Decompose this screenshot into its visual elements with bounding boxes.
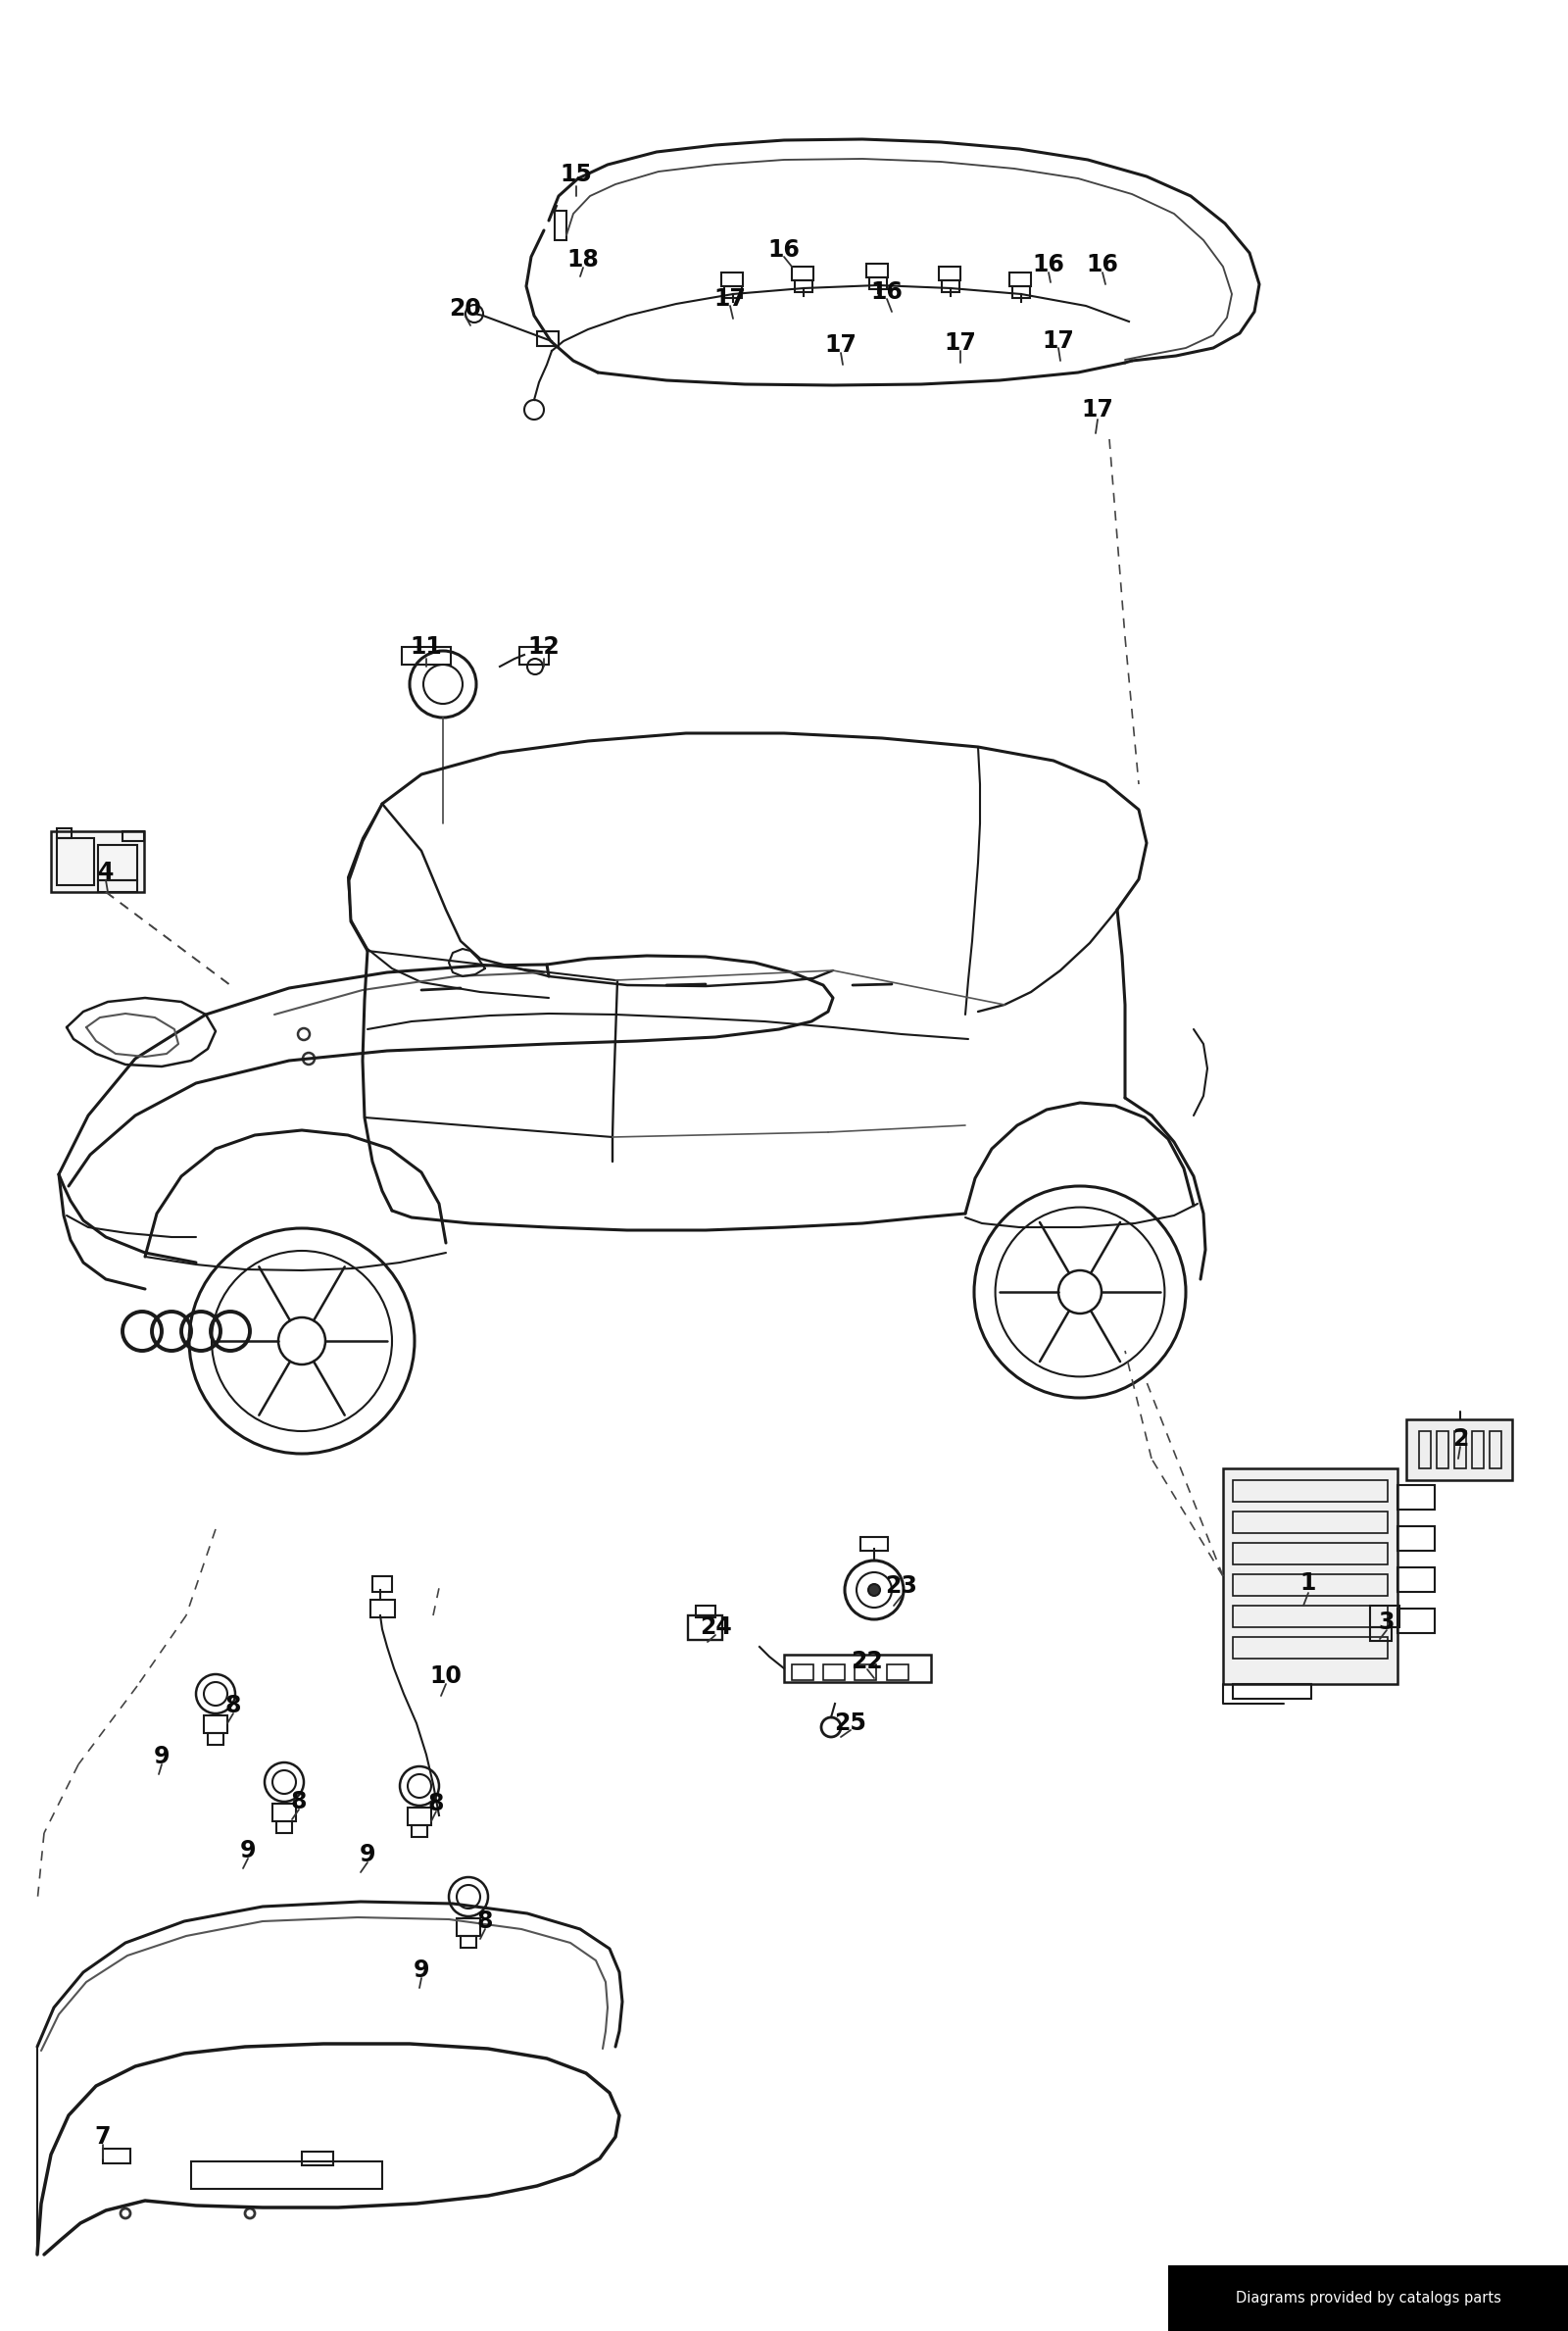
Text: 7: 7 <box>94 2126 111 2149</box>
Text: 17: 17 <box>944 331 977 354</box>
Bar <box>1232 1606 1388 1627</box>
Text: 16: 16 <box>1032 252 1065 277</box>
Text: 4: 4 <box>97 860 114 883</box>
Text: 16: 16 <box>1087 252 1118 277</box>
Bar <box>792 1664 814 1681</box>
Text: 10: 10 <box>430 1664 463 1688</box>
Bar <box>401 648 452 664</box>
Bar <box>1436 1431 1449 1469</box>
Bar <box>301 2152 332 2165</box>
Bar <box>536 331 558 345</box>
Text: 16: 16 <box>870 280 903 303</box>
Bar <box>724 287 742 298</box>
Text: 18: 18 <box>568 247 599 270</box>
Text: 17: 17 <box>1082 399 1113 422</box>
Bar <box>823 1664 845 1681</box>
Bar <box>50 832 144 893</box>
Text: 9: 9 <box>359 1844 376 1867</box>
Bar <box>56 828 72 839</box>
Bar <box>795 280 812 291</box>
Bar <box>1232 1683 1311 1699</box>
Bar <box>1010 273 1032 287</box>
Text: 1: 1 <box>1300 1571 1316 1594</box>
Bar <box>1406 1420 1512 1480</box>
Text: 17: 17 <box>1043 329 1074 352</box>
Bar <box>122 832 144 841</box>
Bar <box>784 1655 931 1683</box>
Bar <box>1397 1566 1435 1592</box>
Text: 25: 25 <box>834 1711 867 1734</box>
Bar <box>869 277 887 289</box>
Text: 2: 2 <box>1452 1427 1468 1450</box>
Bar <box>103 2149 130 2163</box>
Bar <box>461 1937 477 1949</box>
Bar <box>204 1716 227 1732</box>
Bar <box>408 1807 431 1825</box>
Bar <box>1232 1573 1388 1597</box>
Text: 15: 15 <box>560 163 593 186</box>
Text: 8: 8 <box>428 1793 444 1816</box>
Bar <box>97 881 138 893</box>
Bar <box>56 839 94 886</box>
Bar <box>456 1918 480 1937</box>
Circle shape <box>869 1585 880 1597</box>
Bar <box>1419 1431 1430 1469</box>
Bar <box>1370 1627 1392 1641</box>
Bar <box>1232 1480 1388 1501</box>
Bar <box>1397 1608 1435 1634</box>
Bar <box>939 266 960 280</box>
Bar <box>1232 1636 1388 1660</box>
Text: 9: 9 <box>154 1746 169 1769</box>
Bar <box>555 210 566 240</box>
Text: 17: 17 <box>713 287 746 310</box>
Text: 17: 17 <box>825 333 858 357</box>
Bar <box>887 1664 908 1681</box>
Bar <box>855 1664 877 1681</box>
Bar <box>942 280 960 291</box>
Bar <box>273 1804 296 1821</box>
Bar <box>861 1536 887 1550</box>
Text: 9: 9 <box>414 1958 430 1981</box>
Bar <box>1232 1510 1388 1534</box>
Bar <box>370 1599 395 1618</box>
Bar <box>191 2161 383 2189</box>
Bar <box>276 1821 292 1832</box>
Text: 8: 8 <box>226 1695 241 1718</box>
Bar <box>411 1825 426 1837</box>
Bar <box>1455 1431 1466 1469</box>
Text: 16: 16 <box>768 238 800 261</box>
Bar <box>1397 1485 1435 1510</box>
Text: 8: 8 <box>477 1909 494 1932</box>
Bar <box>1370 1606 1400 1627</box>
Bar <box>721 273 743 287</box>
Bar <box>792 266 814 280</box>
Text: 20: 20 <box>450 296 481 322</box>
Bar <box>688 1615 723 1641</box>
Text: 8: 8 <box>290 1790 307 1814</box>
Bar <box>1397 1527 1435 1550</box>
Text: Diagrams provided by catalogs parts: Diagrams provided by catalogs parts <box>1236 2291 1501 2305</box>
Text: 24: 24 <box>699 1615 731 1639</box>
Text: 12: 12 <box>528 634 560 660</box>
Text: 3: 3 <box>1378 1611 1396 1634</box>
Bar <box>1232 1543 1388 1564</box>
Bar <box>97 844 138 881</box>
Text: 11: 11 <box>411 634 442 660</box>
Text: 9: 9 <box>240 1839 256 1862</box>
Bar <box>1490 1431 1502 1469</box>
Bar <box>1472 1431 1483 1469</box>
Bar <box>519 648 549 664</box>
Text: 23: 23 <box>886 1573 917 1597</box>
Bar <box>1013 287 1030 298</box>
Bar <box>207 1732 224 1746</box>
Bar <box>696 1606 715 1618</box>
Text: 22: 22 <box>851 1650 883 1674</box>
Bar <box>866 263 887 277</box>
Bar <box>373 1576 392 1592</box>
Bar <box>1223 1469 1397 1683</box>
